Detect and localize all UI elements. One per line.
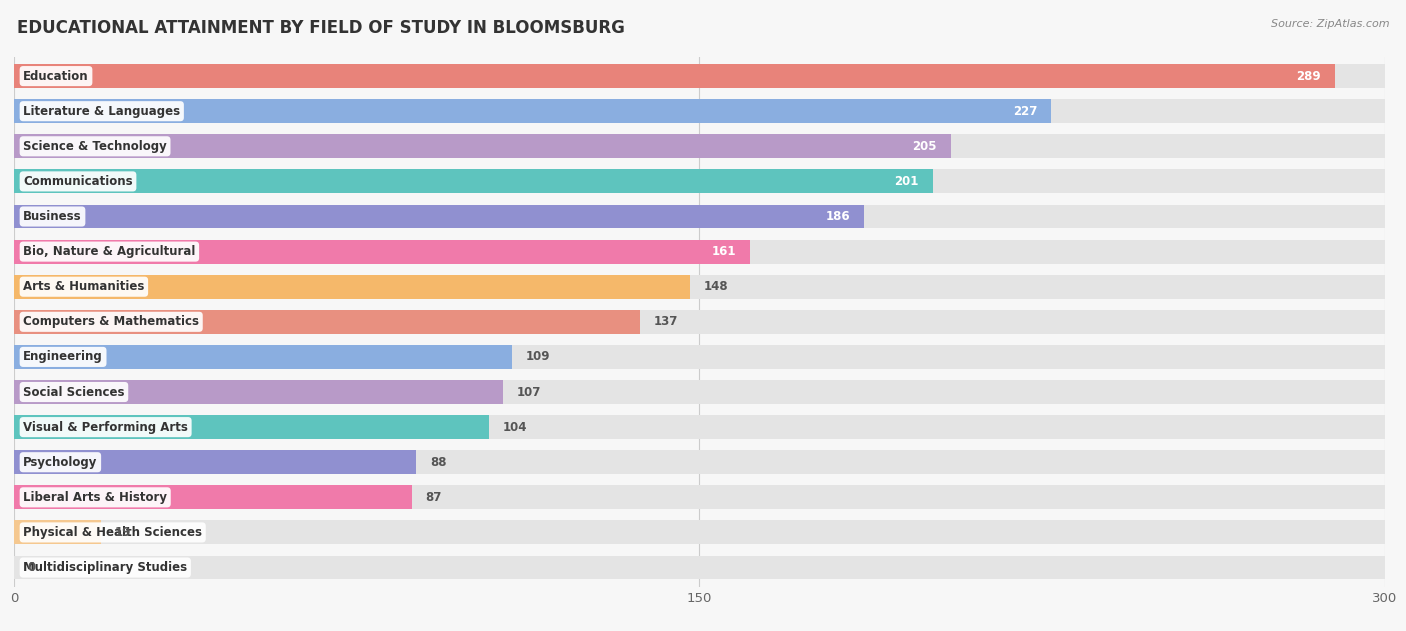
Bar: [14, 451, 416, 474]
Bar: [14, 521, 1385, 545]
Text: Psychology: Psychology: [22, 456, 97, 469]
Text: 19: 19: [115, 526, 131, 539]
Text: Physical & Health Sciences: Physical & Health Sciences: [22, 526, 202, 539]
Bar: [14, 170, 1385, 193]
Text: 137: 137: [654, 316, 678, 328]
Bar: [14, 170, 932, 193]
Bar: [14, 240, 1385, 264]
Bar: [14, 274, 1385, 298]
Text: Engineering: Engineering: [22, 350, 103, 363]
Text: 227: 227: [1014, 105, 1038, 118]
Text: Visual & Performing Arts: Visual & Performing Arts: [22, 421, 188, 433]
Bar: [14, 204, 1385, 228]
Bar: [14, 485, 1385, 509]
Text: 104: 104: [503, 421, 527, 433]
Bar: [14, 310, 1385, 334]
Bar: [14, 485, 412, 509]
Text: Literature & Languages: Literature & Languages: [22, 105, 180, 118]
Text: Education: Education: [22, 69, 89, 83]
Bar: [14, 345, 1385, 369]
Text: 107: 107: [517, 386, 541, 399]
Bar: [14, 99, 1052, 123]
Text: Business: Business: [22, 210, 82, 223]
Text: 186: 186: [825, 210, 851, 223]
Bar: [14, 451, 1385, 474]
Bar: [14, 415, 1385, 439]
Text: Multidisciplinary Studies: Multidisciplinary Studies: [22, 561, 187, 574]
Text: 205: 205: [912, 140, 938, 153]
Text: 87: 87: [426, 491, 441, 504]
Text: 109: 109: [526, 350, 550, 363]
Bar: [14, 415, 489, 439]
Text: Social Sciences: Social Sciences: [22, 386, 125, 399]
Bar: [14, 64, 1385, 88]
Text: 289: 289: [1296, 69, 1322, 83]
Text: 161: 161: [711, 245, 737, 258]
Text: Bio, Nature & Agricultural: Bio, Nature & Agricultural: [22, 245, 195, 258]
Bar: [14, 521, 101, 545]
Bar: [14, 204, 863, 228]
Text: Science & Technology: Science & Technology: [22, 140, 167, 153]
Text: 201: 201: [894, 175, 920, 188]
Text: Arts & Humanities: Arts & Humanities: [22, 280, 145, 293]
Bar: [14, 310, 640, 334]
Bar: [14, 99, 1385, 123]
Bar: [14, 134, 950, 158]
Bar: [14, 274, 690, 298]
Bar: [14, 380, 503, 404]
Bar: [14, 134, 1385, 158]
Bar: [14, 64, 1334, 88]
Text: Communications: Communications: [22, 175, 132, 188]
Text: Source: ZipAtlas.com: Source: ZipAtlas.com: [1271, 19, 1389, 29]
Text: 88: 88: [430, 456, 446, 469]
Text: 148: 148: [704, 280, 728, 293]
Text: Computers & Mathematics: Computers & Mathematics: [22, 316, 200, 328]
Bar: [14, 240, 749, 264]
Bar: [14, 345, 512, 369]
Text: EDUCATIONAL ATTAINMENT BY FIELD OF STUDY IN BLOOMSBURG: EDUCATIONAL ATTAINMENT BY FIELD OF STUDY…: [17, 19, 624, 37]
Text: Liberal Arts & History: Liberal Arts & History: [22, 491, 167, 504]
Bar: [14, 380, 1385, 404]
Text: 0: 0: [28, 561, 37, 574]
Bar: [14, 555, 1385, 579]
